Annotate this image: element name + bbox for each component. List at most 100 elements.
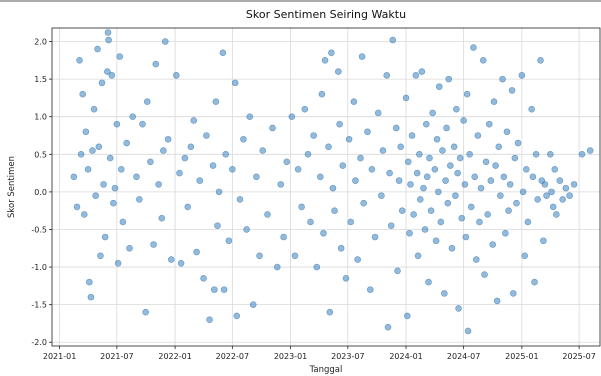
data-point (73, 203, 81, 211)
data-point (92, 192, 99, 199)
y-tick-label: 0.0 (34, 188, 47, 197)
data-point (87, 293, 95, 301)
data-point (368, 166, 376, 173)
data-point (236, 196, 244, 203)
data-point (485, 120, 493, 128)
data-point (325, 143, 332, 151)
data-point (77, 150, 85, 158)
x-tick-label: 2021-01 (43, 352, 76, 361)
data-point (452, 192, 459, 199)
data-point (357, 154, 364, 162)
data-point (493, 297, 501, 305)
data-point (570, 181, 578, 188)
data-point (206, 316, 213, 323)
data-point (100, 181, 107, 188)
data-point (222, 150, 230, 158)
data-point (482, 158, 490, 166)
data-point (329, 184, 337, 192)
data-point (402, 94, 410, 102)
data-point (200, 275, 207, 282)
data-point (586, 147, 594, 154)
data-point (503, 128, 511, 136)
x-axis-ticks: 2021-01 2021-07 2022-01 2022-07 2023-01 2023-… (43, 346, 596, 361)
data-point (152, 60, 160, 68)
data-point (345, 135, 353, 143)
data-point (450, 143, 458, 151)
data-point (407, 181, 414, 188)
data-point (143, 98, 151, 105)
data-point (540, 237, 547, 245)
data-point (566, 192, 573, 199)
data-point (339, 162, 347, 169)
data-point (280, 233, 287, 241)
data-point (70, 173, 78, 181)
data-point (301, 105, 309, 113)
data-point (298, 203, 305, 211)
data-point (454, 169, 461, 177)
data-point (532, 150, 540, 158)
data-point (240, 135, 247, 143)
x-tick-label: 2022-01 (158, 352, 191, 361)
y-tick-label: -1.5 (31, 301, 47, 310)
data-point (441, 290, 448, 297)
data-point (442, 177, 449, 184)
data-point (336, 120, 343, 128)
data-point (79, 90, 86, 98)
data-point (98, 79, 106, 87)
data-point (114, 260, 122, 267)
data-point (147, 158, 154, 166)
data-point (474, 132, 482, 139)
data-point (283, 158, 291, 166)
data-point (212, 98, 220, 105)
data-point (467, 203, 475, 211)
grid-lines (52, 28, 600, 346)
data-point (548, 188, 555, 196)
data-point (420, 184, 427, 192)
data-point (395, 177, 403, 184)
data-point (529, 173, 537, 181)
data-point (90, 105, 98, 113)
data-point (101, 233, 109, 241)
data-point (508, 87, 516, 94)
data-point (519, 188, 527, 196)
data-point (214, 222, 221, 230)
y-tick-label: 0.5 (34, 150, 47, 159)
data-point (253, 173, 260, 181)
data-point (181, 154, 189, 162)
data-point (352, 177, 359, 184)
data-point (448, 244, 456, 252)
data-point (256, 252, 263, 260)
data-point (466, 150, 473, 158)
data-point (387, 222, 395, 230)
y-tick-label: 1.5 (34, 75, 47, 84)
data-point (413, 169, 421, 177)
data-point (80, 211, 88, 218)
data-point (444, 199, 452, 207)
x-tick-label: 2023-01 (274, 352, 307, 361)
data-point (161, 38, 169, 45)
data-point (358, 53, 366, 60)
x-tick-label: 2022-07 (216, 352, 249, 361)
data-point (82, 128, 90, 136)
data-point (471, 173, 479, 181)
data-point (354, 256, 361, 263)
data-point (553, 211, 560, 218)
data-point (425, 278, 432, 286)
data-point (211, 286, 218, 293)
data-point (453, 105, 460, 113)
data-point (443, 124, 450, 132)
data-point (487, 177, 495, 184)
data-point (414, 252, 422, 260)
data-point (495, 143, 503, 151)
data-point (371, 233, 379, 241)
data-point (521, 252, 528, 260)
data-point (123, 139, 130, 147)
data-point (534, 196, 541, 203)
data-point (435, 188, 442, 196)
data-point (190, 117, 198, 124)
data-point (277, 181, 285, 188)
data-point (484, 211, 491, 218)
data-point (412, 72, 420, 79)
x-tick-label: 2021-07 (100, 352, 133, 361)
